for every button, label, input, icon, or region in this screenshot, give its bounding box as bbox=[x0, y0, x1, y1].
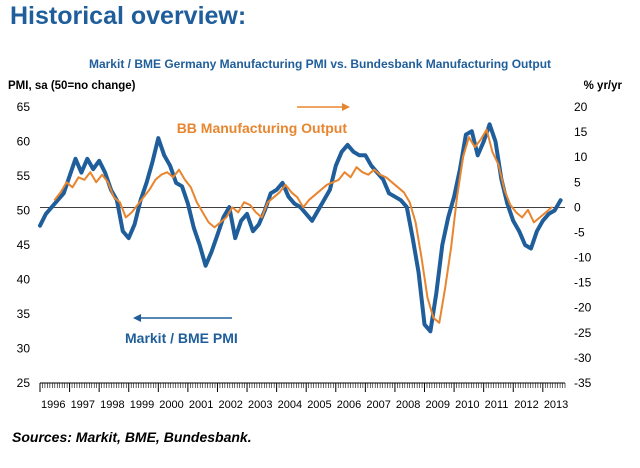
x-tick-label: 2013 bbox=[544, 399, 568, 411]
x-tick-label: 2002 bbox=[218, 399, 242, 411]
y2-tick-label: -35 bbox=[574, 376, 592, 390]
pmi-line bbox=[38, 122, 563, 334]
output-label: BB Manufacturing Output bbox=[177, 120, 348, 136]
y2-tick-label: 20 bbox=[574, 100, 588, 114]
y-tick-label: 35 bbox=[17, 307, 31, 321]
output-line bbox=[53, 128, 553, 324]
y2-tick-label: -20 bbox=[574, 301, 592, 315]
x-tick-label: 2009 bbox=[426, 399, 450, 411]
y2-tick-label: -25 bbox=[574, 326, 592, 340]
y-tick-label: 40 bbox=[17, 273, 31, 287]
pmi-label: Markit / BME PMI bbox=[125, 330, 238, 346]
sources-note: Sources: Markit, BME, Bundesbank. bbox=[12, 429, 252, 445]
x-tick-label: 1998 bbox=[100, 399, 124, 411]
y2-tick-label: 0 bbox=[574, 200, 581, 214]
x-tick-label: 2005 bbox=[307, 399, 331, 411]
x-tick-label: 2003 bbox=[248, 399, 272, 411]
x-tick-label: 2010 bbox=[455, 399, 479, 411]
page-heading: Historical overview: bbox=[10, 2, 247, 30]
left-axis-label: PMI, sa (50=no change) bbox=[8, 80, 136, 92]
y2-tick-label: -10 bbox=[574, 251, 592, 265]
y-tick-label: 45 bbox=[17, 238, 31, 252]
y-tick-label: 60 bbox=[17, 135, 31, 149]
x-tick-label: 1996 bbox=[41, 399, 65, 411]
right-axis-label: % yr/yr bbox=[583, 80, 622, 92]
chart-title: Markit / BME Germany Manufacturing PMI v… bbox=[88, 57, 552, 71]
x-tick-label: 2006 bbox=[337, 399, 361, 411]
y2-tick-label: 15 bbox=[574, 125, 588, 139]
y2-tick-label: -30 bbox=[574, 351, 592, 365]
x-tick-label: 2000 bbox=[159, 399, 183, 411]
pmi-arrow-head bbox=[133, 314, 141, 322]
y2-tick-label: -5 bbox=[574, 225, 585, 239]
y2-tick-label: 5 bbox=[574, 175, 581, 189]
x-tick-label: 2004 bbox=[278, 399, 302, 411]
y2-tick-label: 10 bbox=[574, 150, 588, 164]
y-tick-label: 25 bbox=[17, 376, 31, 390]
x-tick-label: 2012 bbox=[514, 399, 538, 411]
chart: 25 30 35 40 45 50 55 60 65 -35 -30 -25 -20 -15 -10 -5 0 5… bbox=[17, 100, 592, 411]
x-tick-label: 2008 bbox=[396, 399, 420, 411]
y-tick-label: 30 bbox=[17, 342, 31, 356]
x-tick-label: 1999 bbox=[130, 399, 154, 411]
y-tick-label: 65 bbox=[17, 100, 31, 114]
y-tick-label: 55 bbox=[17, 169, 31, 183]
x-tick-label: 2001 bbox=[189, 399, 213, 411]
y-tick-label: 50 bbox=[17, 204, 31, 218]
x-tick-label: 2007 bbox=[366, 399, 390, 411]
x-tick-label: 2011 bbox=[485, 399, 509, 411]
y2-tick-label: -15 bbox=[574, 276, 592, 290]
output-arrow-head bbox=[342, 103, 350, 111]
x-tick-label: 1997 bbox=[71, 399, 95, 411]
